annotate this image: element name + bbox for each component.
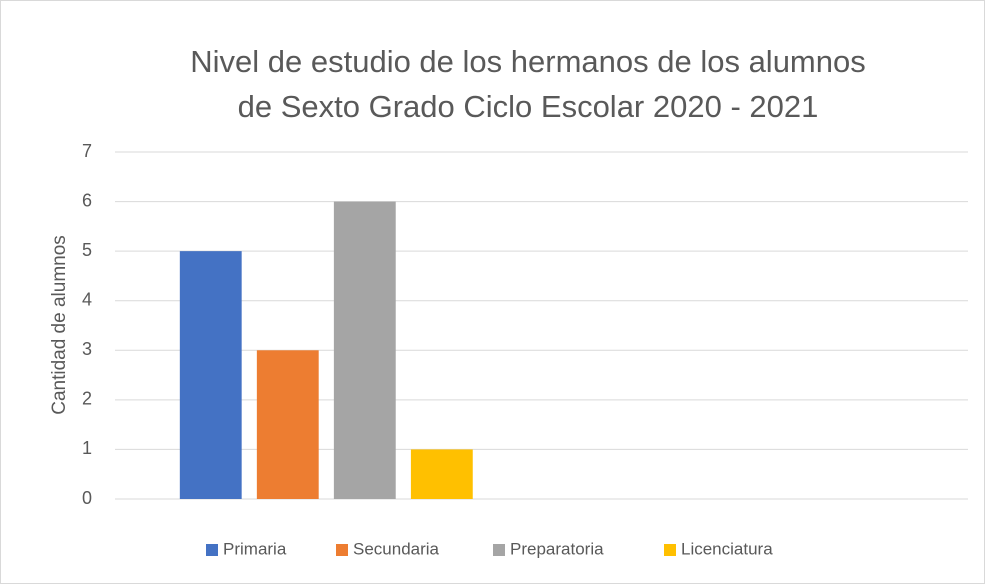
legend-label: Preparatoria [510,539,604,558]
legend-swatch [664,544,676,556]
legend-label: Secundaria [353,539,440,558]
bar [179,251,242,499]
y-tick-label: 1 [82,438,92,458]
bar [256,350,319,499]
legend-swatch [206,544,218,556]
y-tick-label: 4 [82,289,92,309]
y-tick-label: 2 [82,389,92,409]
legend-swatch [336,544,348,556]
legend-label: Primaria [223,539,287,558]
y-tick-label: 5 [82,240,92,260]
legend-swatch [493,544,505,556]
bar [410,449,473,499]
chart-title: Nivel de estudio de los hermanos de los … [190,44,866,79]
y-axis-label: Cantidad de alumnos [49,235,70,415]
y-tick-label: 6 [82,190,92,210]
chart-title: de Sexto Grado Ciclo Escolar 2020 - 2021 [238,89,819,124]
bar [333,201,396,500]
legend-label: Licenciatura [681,539,773,558]
y-tick-label: 3 [82,339,92,359]
y-tick-label: 7 [82,141,92,161]
y-tick-label: 0 [82,488,92,508]
